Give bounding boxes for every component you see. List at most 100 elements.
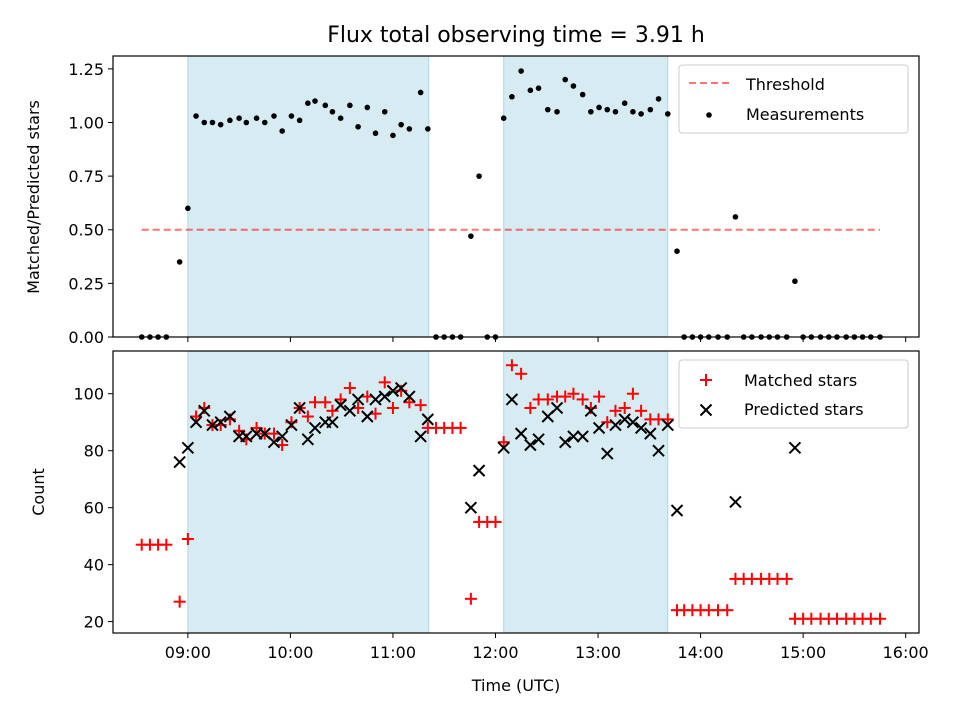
matched-star-point-32 (414, 399, 427, 412)
predicted-star-point-27 (403, 390, 416, 403)
predicted-star-point-2 (189, 416, 203, 429)
measurement-point-43 (509, 93, 515, 100)
measurement-point-25 (355, 123, 361, 130)
predicted-star-point-38 (550, 401, 564, 415)
predicted-star-point-13 (285, 418, 298, 432)
measurement-point-58 (638, 111, 644, 117)
x-tick-label-2: 11:00 (370, 643, 416, 662)
measurement-point-14 (261, 119, 268, 126)
matched-star-point-75 (780, 572, 793, 585)
bottom-legend-box (678, 359, 909, 429)
measurement-point-48 (554, 108, 560, 115)
measurement-point-12 (243, 119, 250, 126)
measurement-point-32 (417, 89, 424, 96)
measurement-point-22 (329, 108, 336, 115)
measurement-point-4 (176, 259, 183, 265)
predicted-star-point-14 (293, 401, 306, 415)
top_panel-y-tick-label-2: 0.50 (68, 221, 104, 240)
predicted-star-point-22 (361, 410, 374, 423)
matched-star-point-23 (334, 393, 347, 406)
measurement-point-20 (312, 98, 318, 104)
matched-star-point-21 (319, 396, 332, 409)
top-legend: Threshold Measurements (678, 64, 909, 134)
measurement-point-6 (193, 113, 199, 119)
chart-title: Flux total observing time = 3.91 h (327, 23, 705, 48)
predicted-star-point-3 (198, 404, 211, 418)
predicted-star-point-42 (584, 404, 598, 418)
top_panel-frame (112, 55, 920, 338)
predicted-star-point-31 (472, 464, 486, 477)
measurement-point-10 (227, 117, 233, 124)
bottom_panel-observing-window-1 (503, 350, 669, 634)
predicted-star-point-48 (634, 421, 648, 435)
bottom-legend: Matched stars Predicted stars (678, 359, 909, 429)
matched-star-point-49 (559, 390, 572, 403)
measurement-point-42 (500, 115, 507, 122)
x-tick-label-3: 12:00 (472, 643, 518, 662)
top_panel-y-tick-label-3: 0.75 (68, 167, 104, 186)
matched-star-point-51 (576, 393, 589, 406)
measurement-point-26 (364, 104, 371, 111)
matched-star-point-61 (661, 413, 674, 426)
predicted-star-point-8 (240, 430, 253, 443)
legend-measurements-label: Measurements (746, 105, 864, 124)
measurement-point-56 (621, 100, 628, 106)
predicted-star-point-19 (334, 398, 347, 412)
predicted-star-point-23 (369, 393, 382, 406)
measurement-point-17 (288, 113, 295, 119)
bottom_panel-y-tick-label-0: 20 (84, 613, 104, 632)
predicted-star-point-1 (181, 441, 195, 455)
predicted-star-point-50 (652, 444, 665, 457)
top_panel-background (187, 55, 669, 338)
matched-star-point-41 (489, 515, 502, 528)
measurement-point-44 (518, 68, 524, 74)
measurement-point-8 (209, 119, 216, 126)
predicted-star-point-51 (661, 418, 674, 432)
predicted-star-point-5 (214, 416, 227, 429)
measurement-point-53 (596, 104, 602, 111)
measurement-point-55 (612, 108, 619, 115)
matched-star-point-57 (626, 387, 639, 400)
matched-star-point-42 (497, 436, 510, 449)
measurement-point-21 (322, 102, 329, 109)
x-tick-label-4: 13:00 (575, 643, 621, 662)
predicted-star-point-33 (505, 393, 519, 406)
top_panel-observing-window-1 (503, 55, 669, 338)
predicted-star-point-15 (301, 433, 315, 446)
x-tick-label-5: 14:00 (678, 643, 724, 662)
measurement-point-33 (425, 126, 431, 132)
top_panel-y-tick-label-0: 0.00 (68, 328, 104, 347)
top-legend-box (678, 64, 909, 134)
predicted-star-point-43 (592, 421, 606, 435)
bottom_panel-background (187, 350, 669, 634)
measurement-point-57 (630, 108, 636, 115)
x-tick-label-0: 09:00 (165, 643, 211, 662)
predicted-star-point-53 (729, 495, 742, 509)
measurement-point-38 (468, 233, 474, 239)
legend-threshold-label: Threshold (745, 75, 825, 94)
matched-star-point-58 (635, 404, 648, 417)
bottom_panel-frame (112, 350, 920, 634)
predicted-star-point-20 (343, 404, 357, 418)
bottom-panel: 20 40 60 80 100 09:00 10:00 11:00 12:00 13:00 14:0… (73, 350, 929, 662)
y-axis-label-bottom: Count (29, 468, 48, 516)
predicted-star-point-34 (514, 427, 528, 440)
predicted-star-point-41 (576, 430, 589, 443)
measurement-point-39 (476, 173, 482, 179)
matched-star-point-56 (618, 401, 631, 414)
matched-star-point-19 (301, 410, 314, 423)
measurement-point-28 (381, 108, 388, 115)
matched-star-point-22 (326, 404, 339, 417)
measurement-point-51 (579, 91, 586, 98)
predicted-star-point-29 (421, 413, 435, 426)
predicted-star-point-4 (206, 418, 219, 432)
bottom_panel-y-tick-label-2: 60 (84, 499, 104, 518)
measurement-point-9 (217, 121, 224, 128)
top_panel-axes: 0.00 0.25 0.50 0.75 1.00 1.25 Threshold Measure… (68, 55, 920, 347)
top_panel-y-tick-label-5: 1.25 (68, 60, 104, 79)
y-axis-label-top: Matched/Predicted stars (24, 100, 43, 294)
measurement-point-45 (527, 87, 534, 94)
measurement-point-11 (236, 115, 242, 122)
predicted-star-point-46 (618, 413, 631, 426)
matched-star-point-38 (464, 592, 477, 605)
